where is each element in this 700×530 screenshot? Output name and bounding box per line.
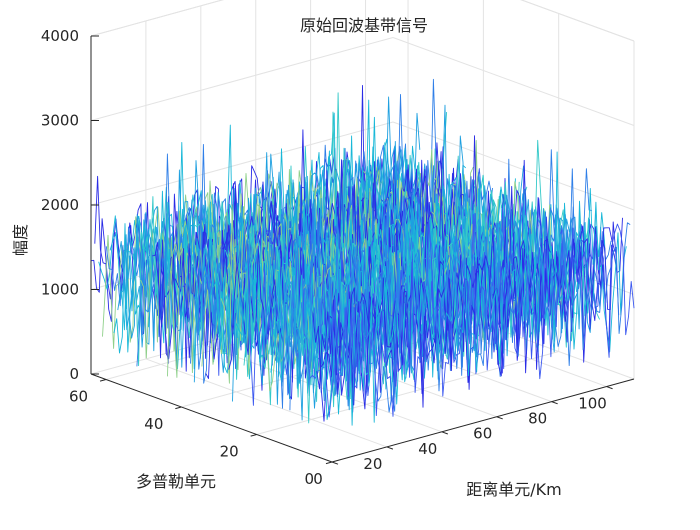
x-tick-label: 20	[363, 455, 382, 473]
y-tick-mark	[325, 461, 333, 465]
series-line	[323, 151, 627, 426]
grid-line	[520, 0, 635, 42]
z-tick-label: 0	[69, 365, 79, 383]
x-tick-mark	[551, 401, 558, 405]
z-tick-label: 2000	[41, 196, 79, 214]
y-tick-mark	[250, 434, 257, 437]
x-tick-mark	[331, 461, 339, 465]
series-line	[331, 214, 635, 417]
z-tick-label: 3000	[41, 112, 79, 130]
y-tick-mark	[175, 406, 182, 410]
x-axis-line	[331, 378, 635, 463]
grid-line	[392, 37, 635, 126]
x-tick-label: 40	[418, 440, 437, 458]
x-tick-label: 100	[578, 395, 607, 413]
grid-line	[90, 0, 224, 37]
x-tick-mark	[386, 446, 394, 450]
z-tick-label: 4000	[41, 27, 79, 45]
y-tick-label: 40	[144, 415, 163, 433]
y-tick-label: 20	[220, 443, 239, 461]
chart-title: 原始回波基带信号	[300, 16, 428, 35]
x-tick-label: 0	[313, 470, 323, 488]
z-axis-title: 幅度	[11, 224, 30, 256]
y-axis-line	[90, 373, 333, 463]
y-axis-title: 多普勒单元	[136, 472, 216, 491]
surface-lines	[90, 78, 635, 426]
y-tick-label: 0	[304, 470, 314, 488]
grid-line	[392, 121, 635, 211]
x-tick-label: 60	[473, 425, 492, 443]
x-tick-label: 80	[528, 410, 547, 428]
z-tick-label: 1000	[41, 281, 79, 299]
grid-line	[520, 0, 635, 42]
y-tick-mark	[99, 379, 107, 382]
x-tick-mark	[441, 431, 449, 435]
grid-line	[145, 358, 388, 448]
grid-line	[90, 37, 394, 121]
grid-line	[256, 351, 559, 435]
x-tick-mark	[606, 386, 613, 390]
x-axis-title: 距离单元/Km	[466, 480, 561, 499]
series-line	[327, 222, 631, 413]
grid-line	[90, 121, 394, 206]
x-tick-mark	[496, 416, 503, 420]
y-tick-label: 60	[69, 388, 88, 406]
axes-layer	[90, 35, 635, 465]
